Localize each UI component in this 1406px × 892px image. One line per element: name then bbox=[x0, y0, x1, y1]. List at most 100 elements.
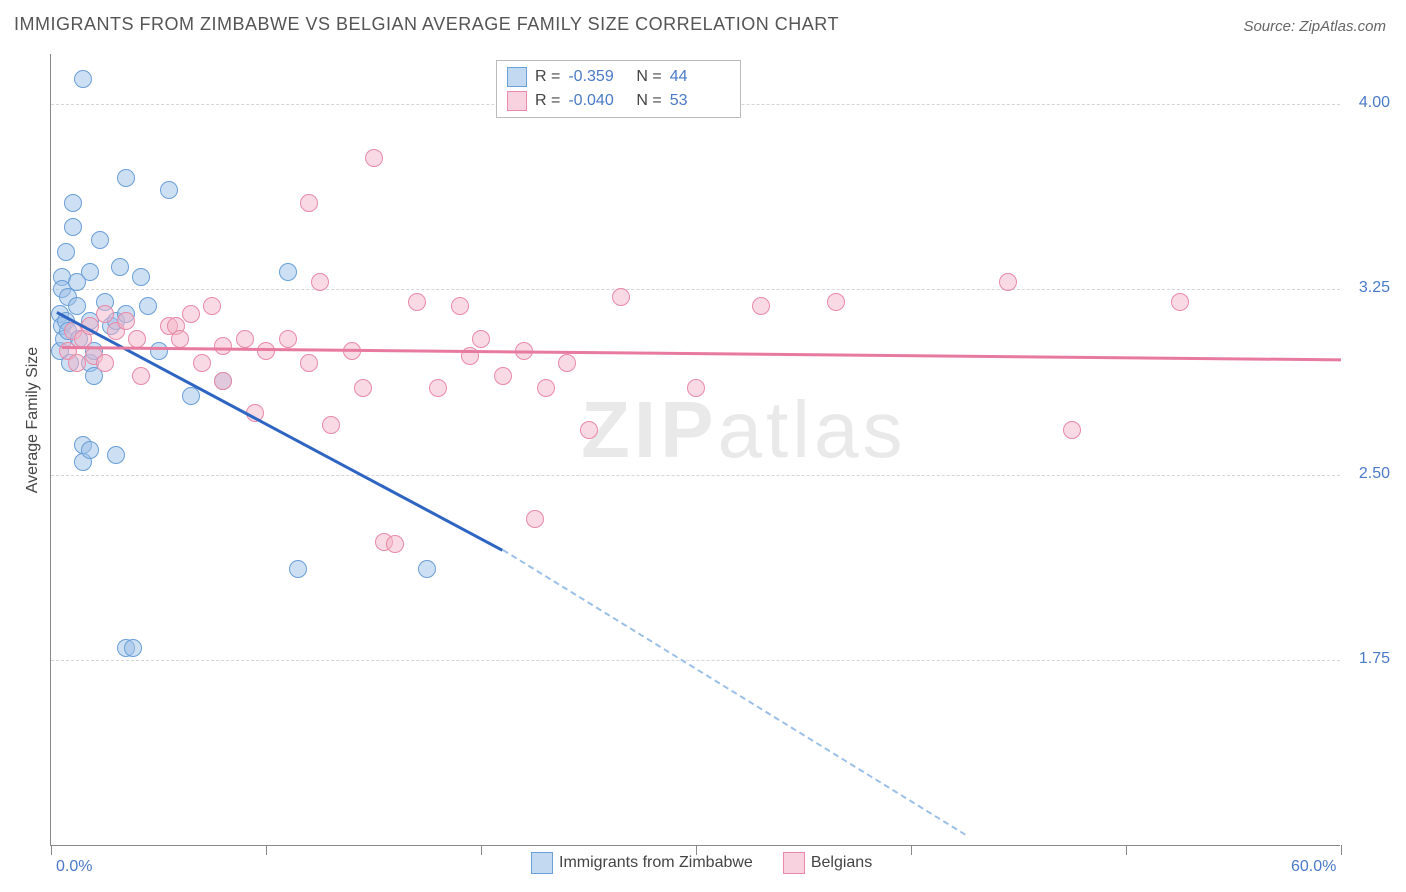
scatter-point-belgians bbox=[279, 330, 297, 348]
scatter-point-belgians bbox=[236, 330, 254, 348]
legend-item-belgians: Belgians bbox=[783, 852, 872, 874]
stats-legend-box: R = -0.359 N = 44 R = -0.040 N = 53 bbox=[496, 60, 741, 118]
scatter-point-zimbabwe bbox=[81, 441, 99, 459]
legend-swatch-belgians bbox=[507, 91, 527, 111]
scatter-point-zimbabwe bbox=[124, 639, 142, 657]
scatter-point-zimbabwe bbox=[91, 231, 109, 249]
scatter-point-zimbabwe bbox=[64, 194, 82, 212]
n-label: N = bbox=[636, 68, 661, 86]
legend-item-zimbabwe: Immigrants from Zimbabwe bbox=[531, 852, 753, 874]
r-label: R = bbox=[535, 92, 560, 110]
r-value-zimbabwe: -0.359 bbox=[568, 68, 628, 86]
legend-label-belgians: Belgians bbox=[811, 854, 872, 871]
legend-swatch-belgians-bottom bbox=[783, 852, 805, 874]
scatter-point-zimbabwe bbox=[289, 560, 307, 578]
grid-line bbox=[51, 289, 1340, 290]
scatter-point-belgians bbox=[1171, 293, 1189, 311]
scatter-point-zimbabwe bbox=[74, 70, 92, 88]
n-label: N = bbox=[636, 92, 661, 110]
source-attribution: Source: ZipAtlas.com bbox=[1243, 18, 1386, 35]
scatter-point-belgians bbox=[214, 337, 232, 355]
scatter-point-zimbabwe bbox=[132, 268, 150, 286]
x-tick bbox=[1341, 845, 1342, 855]
scatter-point-zimbabwe bbox=[68, 297, 86, 315]
x-tick bbox=[911, 845, 912, 855]
scatter-point-belgians bbox=[322, 416, 340, 434]
scatter-point-belgians bbox=[354, 379, 372, 397]
chart-title: IMMIGRANTS FROM ZIMBABWE VS BELGIAN AVER… bbox=[14, 14, 839, 35]
r-label: R = bbox=[535, 68, 560, 86]
scatter-point-belgians bbox=[132, 367, 150, 385]
y-tick-label: 1.75 bbox=[1359, 650, 1390, 668]
scatter-point-belgians bbox=[128, 330, 146, 348]
scatter-point-belgians bbox=[365, 149, 383, 167]
scatter-point-zimbabwe bbox=[64, 218, 82, 236]
scatter-point-belgians bbox=[612, 288, 630, 306]
scatter-point-belgians bbox=[171, 330, 189, 348]
scatter-point-zimbabwe bbox=[57, 243, 75, 261]
stats-row-zimbabwe: R = -0.359 N = 44 bbox=[507, 65, 730, 89]
grid-line bbox=[51, 660, 1340, 661]
scatter-point-belgians bbox=[203, 297, 221, 315]
x-tick-label: 60.0% bbox=[1291, 858, 1336, 876]
scatter-point-belgians bbox=[827, 293, 845, 311]
plot-area: ZIPatlas 1.752.503.254.000.0%60.0%R =-0.… bbox=[50, 54, 1340, 846]
scatter-point-belgians bbox=[687, 379, 705, 397]
scatter-point-belgians bbox=[214, 372, 232, 390]
scatter-point-belgians bbox=[386, 535, 404, 553]
scatter-point-zimbabwe bbox=[107, 446, 125, 464]
x-tick bbox=[481, 845, 482, 855]
scatter-point-belgians bbox=[526, 510, 544, 528]
scatter-point-belgians bbox=[580, 421, 598, 439]
scatter-point-belgians bbox=[311, 273, 329, 291]
scatter-point-zimbabwe bbox=[81, 263, 99, 281]
y-tick-label: 4.00 bbox=[1359, 94, 1390, 112]
x-tick-label: 0.0% bbox=[56, 858, 92, 876]
scatter-point-belgians bbox=[300, 194, 318, 212]
scatter-point-belgians bbox=[558, 354, 576, 372]
stats-row-belgians: R = -0.040 N = 53 bbox=[507, 89, 730, 113]
n-value-zimbabwe: 44 bbox=[670, 68, 730, 86]
scatter-point-belgians bbox=[117, 312, 135, 330]
scatter-point-belgians bbox=[96, 305, 114, 323]
scatter-point-belgians bbox=[451, 297, 469, 315]
scatter-point-belgians bbox=[68, 354, 86, 372]
scatter-point-belgians bbox=[999, 273, 1017, 291]
x-tick bbox=[266, 845, 267, 855]
scatter-point-belgians bbox=[752, 297, 770, 315]
trend-line-belgians bbox=[62, 346, 1341, 361]
watermark-bold: ZIP bbox=[581, 385, 717, 474]
scatter-point-belgians bbox=[494, 367, 512, 385]
scatter-point-belgians bbox=[193, 354, 211, 372]
correlation-scatter-chart: IMMIGRANTS FROM ZIMBABWE VS BELGIAN AVER… bbox=[0, 0, 1406, 892]
scatter-point-zimbabwe bbox=[279, 263, 297, 281]
scatter-point-belgians bbox=[472, 330, 490, 348]
x-tick bbox=[51, 845, 52, 855]
scatter-point-belgians bbox=[408, 293, 426, 311]
n-value-belgians: 53 bbox=[670, 92, 730, 110]
scatter-point-zimbabwe bbox=[111, 258, 129, 276]
y-tick-label: 2.50 bbox=[1359, 465, 1390, 483]
scatter-point-zimbabwe bbox=[139, 297, 157, 315]
scatter-point-zimbabwe bbox=[418, 560, 436, 578]
scatter-point-belgians bbox=[182, 305, 200, 323]
scatter-point-zimbabwe bbox=[117, 169, 135, 187]
scatter-point-belgians bbox=[537, 379, 555, 397]
legend-swatch-zimbabwe-bottom bbox=[531, 852, 553, 874]
legend-label-zimbabwe: Immigrants from Zimbabwe bbox=[559, 854, 753, 871]
r-value-belgians: -0.040 bbox=[568, 92, 628, 110]
bottom-legend: Immigrants from Zimbabwe Belgians bbox=[531, 852, 872, 874]
scatter-point-belgians bbox=[300, 354, 318, 372]
x-tick bbox=[1126, 845, 1127, 855]
scatter-point-belgians bbox=[96, 354, 114, 372]
scatter-point-belgians bbox=[257, 342, 275, 360]
y-tick-label: 3.25 bbox=[1359, 279, 1390, 297]
grid-line bbox=[51, 475, 1340, 476]
y-axis-title: Average Family Size bbox=[24, 347, 42, 493]
scatter-point-zimbabwe bbox=[182, 387, 200, 405]
scatter-point-zimbabwe bbox=[150, 342, 168, 360]
watermark-light: atlas bbox=[717, 385, 906, 474]
trend-line-zimbabwe-extrapolated bbox=[502, 549, 965, 835]
scatter-point-belgians bbox=[429, 379, 447, 397]
legend-swatch-zimbabwe bbox=[507, 67, 527, 87]
